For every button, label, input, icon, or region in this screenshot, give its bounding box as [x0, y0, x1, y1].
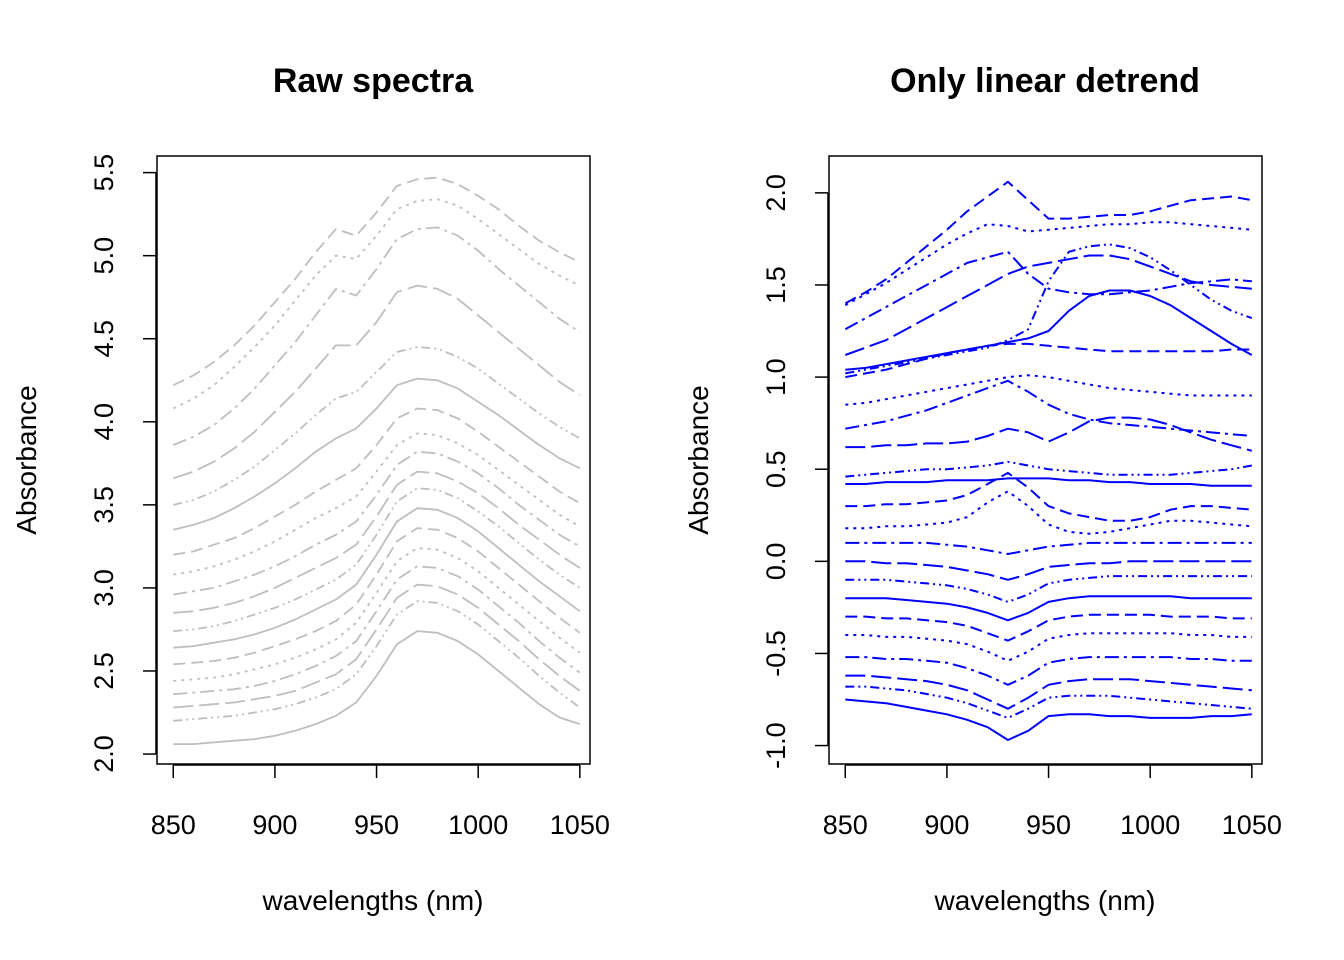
series-line [845, 595, 1252, 622]
y-axis-label: Absorbance [11, 385, 42, 534]
y-tick-label: 2.5 [89, 652, 119, 690]
series-line [845, 541, 1252, 555]
y-tick-label: 2.0 [89, 735, 119, 773]
series-line [845, 698, 1252, 741]
chart-title: Raw spectra [273, 62, 474, 100]
x-axis-label: wavelengths (nm) [934, 885, 1156, 916]
y-tick-label: 0.5 [761, 450, 791, 488]
series-line [845, 560, 1252, 581]
series-line [173, 407, 581, 556]
series-line [173, 565, 581, 696]
plot-area [844, 180, 1253, 741]
series-line [173, 470, 581, 614]
plot-area [172, 176, 581, 745]
series-line [845, 471, 1252, 522]
series-line [845, 685, 1252, 719]
series-line [173, 547, 581, 682]
series-line [844, 180, 1252, 305]
series-line [845, 416, 1253, 452]
series-line [845, 289, 1253, 371]
series-line [844, 254, 1252, 356]
x-tick-label: 850 [823, 810, 868, 840]
series-line [173, 527, 581, 666]
series-line [173, 377, 581, 531]
x-axis-label: wavelengths (nm) [262, 885, 484, 916]
series-line [845, 477, 1252, 487]
series-line [173, 600, 581, 722]
series-line [844, 221, 1252, 307]
y-tick-label: -1.0 [761, 722, 791, 769]
series-line [173, 583, 581, 709]
series-line [173, 630, 581, 745]
y-tick-label: 3.5 [89, 486, 119, 524]
series-line [845, 656, 1252, 686]
series-line [845, 374, 1252, 406]
y-tick-label: 4.5 [89, 320, 119, 358]
panel-raw-spectra: Raw spectra wavelengths (nm) Absorbance … [11, 62, 610, 916]
series-line [173, 284, 581, 480]
x-tick-label: 900 [252, 810, 297, 840]
y-tick-label: 4.0 [89, 403, 119, 441]
panel-linear-detrend: Only linear detrend wavelengths (nm) Abs… [683, 62, 1282, 916]
x-tick-label: 850 [151, 810, 196, 840]
x-tick-label: 900 [924, 810, 969, 840]
series-line [845, 674, 1252, 710]
series-line [844, 250, 1252, 331]
series-line [172, 198, 581, 410]
series-line [173, 487, 581, 632]
series-line [845, 613, 1252, 642]
plot-frame [828, 155, 1263, 765]
series-line [173, 507, 581, 649]
y-tick-label: 2.0 [761, 174, 791, 212]
series-line [845, 342, 1252, 379]
series-line [172, 176, 581, 387]
chart-title: Only linear detrend [890, 62, 1200, 100]
series-line [845, 243, 1253, 375]
series-line [845, 575, 1252, 603]
series-line [173, 346, 581, 506]
series-line [845, 632, 1252, 662]
series-line [173, 450, 581, 596]
y-tick-label: 5.5 [89, 154, 119, 192]
series-line [845, 379, 1252, 437]
x-tick-label: 950 [1026, 810, 1071, 840]
y-tick-label: 5.0 [89, 237, 119, 275]
series-line [173, 432, 581, 576]
plot-frame [156, 155, 591, 765]
series-line [845, 460, 1252, 478]
x-tick-label: 1050 [550, 810, 610, 840]
y-tick-label: 1.0 [761, 358, 791, 396]
y-tick-label: 0.0 [761, 543, 791, 581]
y-axis-label: Absorbance [683, 385, 714, 534]
y-tick-label: 3.0 [89, 569, 119, 607]
series-line [172, 226, 581, 446]
y-tick-label: -0.5 [761, 630, 791, 677]
y-tick-label: 1.5 [761, 266, 791, 304]
x-tick-label: 1000 [1120, 810, 1180, 840]
x-tick-label: 1000 [448, 810, 508, 840]
series-line [845, 490, 1252, 535]
x-tick-label: 950 [354, 810, 399, 840]
x-tick-label: 1050 [1222, 810, 1282, 840]
